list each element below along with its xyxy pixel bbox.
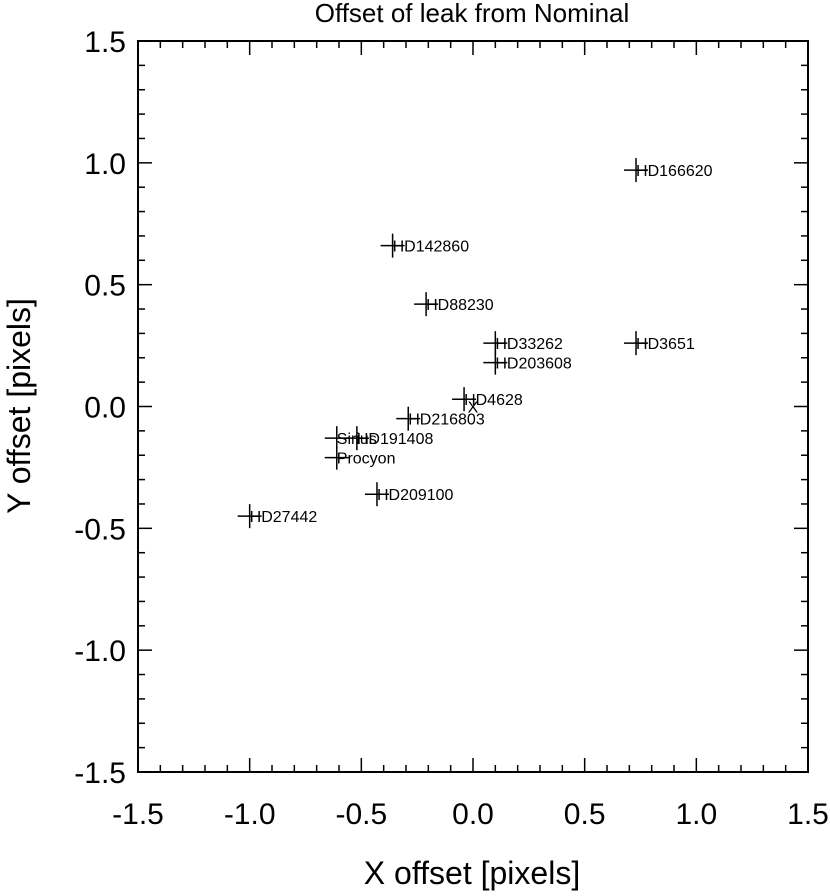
x-axis-title: X offset [pixels] [364, 855, 580, 891]
x-tick-label: 0.0 [452, 798, 494, 831]
y-tick-label: 1.0 [84, 148, 126, 181]
point-label: HD33262 [495, 336, 563, 353]
y-tick-label: 0.0 [84, 392, 126, 425]
data-point: HD88230 [414, 292, 494, 317]
data-point: HD216803 [396, 406, 485, 431]
axis-ticks: -1.5 -1.0 -0.5 0.0 0.5 1.0 1.5 -1.5 -1.0 -0.5 0.0 0… [74, 26, 829, 831]
data-points: HD166620 HD142860 HD88230 HD33262 HD3651 HD20… [237, 158, 713, 529]
data-point: HD209100 [364, 482, 454, 507]
data-point: HD142860 [380, 233, 470, 258]
x-tick-label: 1.5 [787, 798, 829, 831]
x-tick-label: 0.5 [564, 798, 606, 831]
chart-title: Offset of leak from Nominal [315, 0, 630, 28]
point-label: HD27442 [250, 509, 318, 526]
point-label: HD191408 [357, 431, 434, 448]
data-point: HD3651 [624, 331, 695, 356]
y-tick-label: -0.5 [74, 513, 126, 546]
point-label: HD3651 [636, 336, 695, 353]
x-tick-label: -1.5 [112, 798, 164, 831]
nominal-center-marker: X [468, 400, 479, 417]
data-point: HD166620 [624, 158, 713, 183]
data-point: HD191408 [344, 426, 434, 451]
x-tick-label: 1.0 [675, 798, 717, 831]
data-point: HD203608 [483, 350, 572, 375]
point-label: HD209100 [377, 487, 454, 504]
data-point: HD27442 [237, 504, 318, 529]
point-label: HD216803 [408, 412, 485, 429]
y-tick-label: -1.0 [74, 635, 126, 668]
point-label: HD166620 [636, 163, 713, 180]
point-label: HD142860 [393, 239, 470, 256]
y-tick-label: 1.5 [84, 26, 126, 59]
data-point: Procyon [324, 445, 396, 470]
x-tick-label: -1.0 [224, 798, 276, 831]
point-label: HD203608 [495, 356, 572, 373]
x-tick-label: -0.5 [335, 798, 387, 831]
point-label: HD4628 [464, 392, 523, 409]
y-tick-label: 0.5 [84, 270, 126, 303]
point-label: Procyon [337, 451, 396, 468]
y-tick-label: -1.5 [74, 757, 126, 790]
y-axis-title: Y offset [pixels] [1, 298, 37, 514]
data-point: HD4628 [452, 387, 523, 412]
point-label: HD88230 [426, 297, 494, 314]
